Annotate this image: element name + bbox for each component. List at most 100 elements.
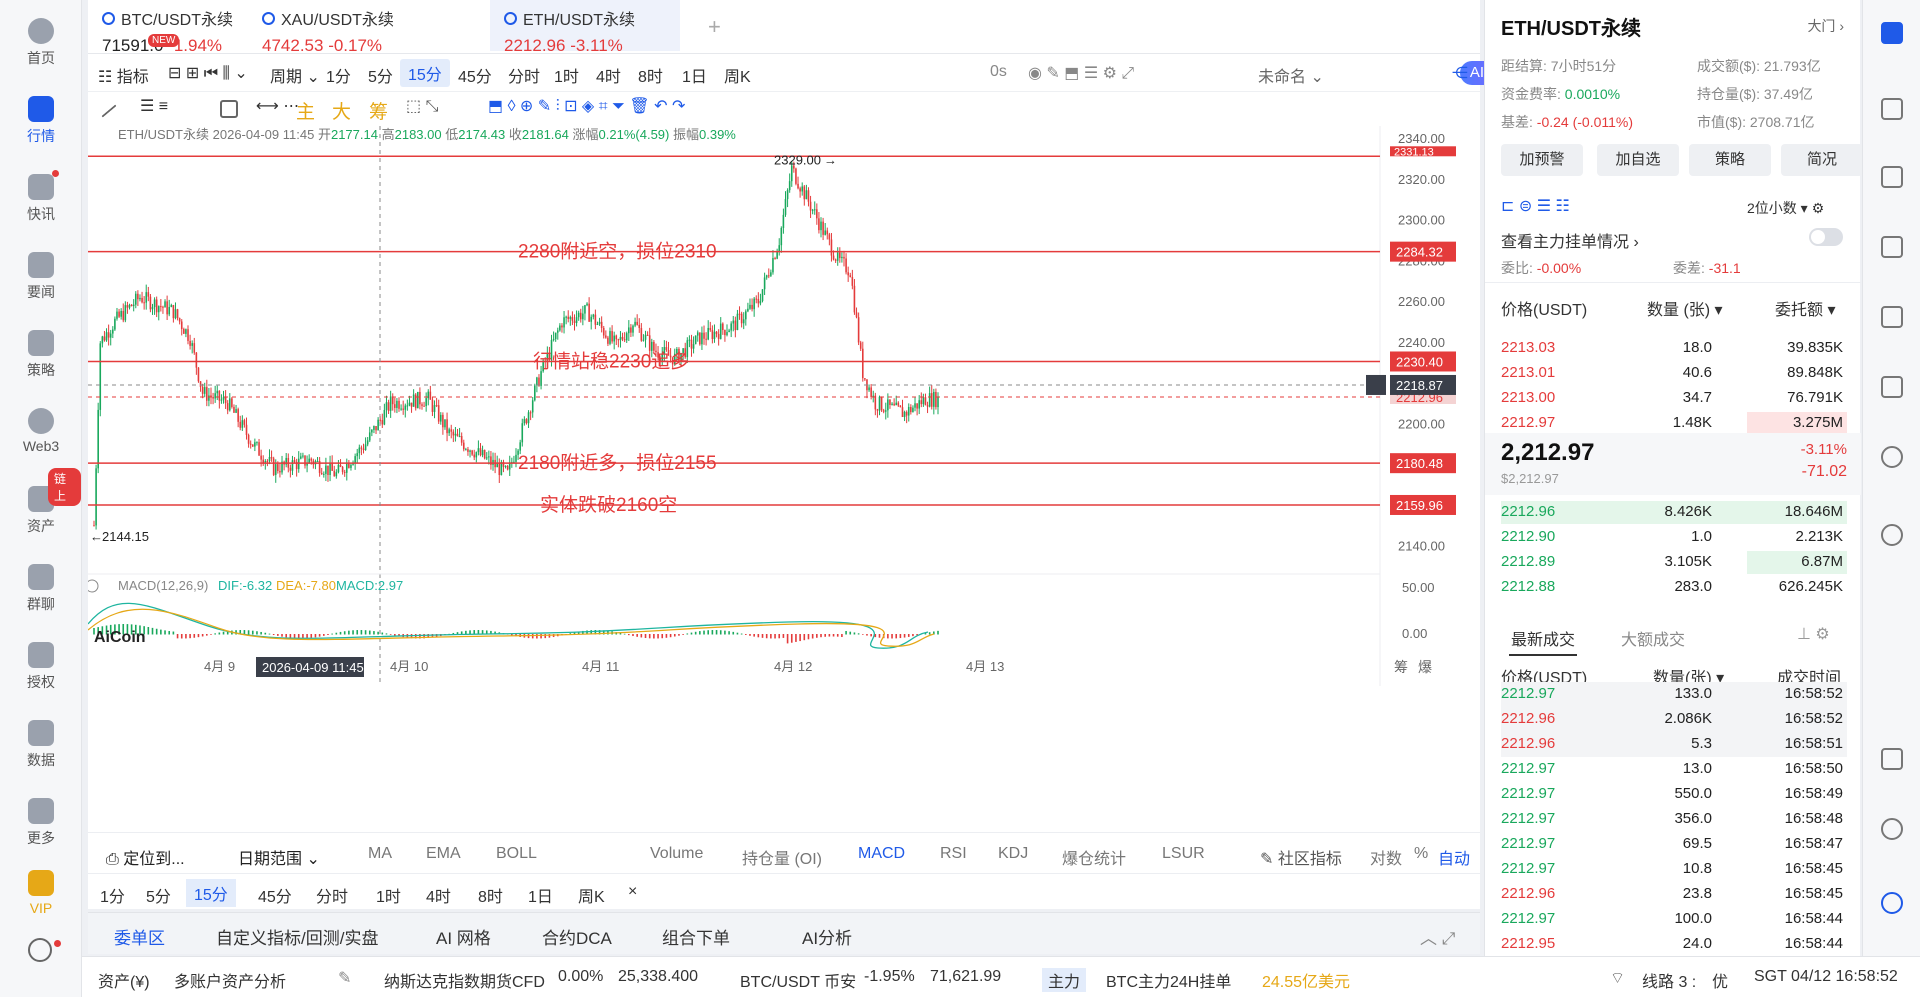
main-orders-toggle[interactable] [1809,228,1843,246]
ob-amount-header[interactable]: 委托额 ▾ [1775,302,1836,319]
date-range-button[interactable]: 日期范围 ⌄ [238,851,320,868]
nav-item-9[interactable]: 数据 [0,710,82,780]
interval-1h[interactable]: 1时 [554,69,579,86]
ind-rsi[interactable]: RSI [940,845,967,862]
headset-icon[interactable] [1881,818,1903,840]
tab-btc[interactable]: BTC/USDT永续 71591.0 -1.94% NEW [88,0,278,55]
indicator-button[interactable]: ☷ 指标 [98,69,149,86]
interval-8h[interactable]: 8时 [638,69,663,86]
ind-volume[interactable]: Volume [650,845,704,862]
interval-1m[interactable]: 1分 [326,69,351,86]
orderbook-mode-icons[interactable]: ⊏ ⊜ ☰ ☷ [1501,198,1570,215]
share-icon[interactable]: ⋲ [1452,65,1468,82]
nav-item-10[interactable]: 更多 [0,788,82,858]
ind-liq[interactable]: 爆仓统计 [1062,851,1127,868]
assistant-icon[interactable] [1881,892,1903,914]
b-interval[interactable]: 5分 [146,889,171,906]
indicator-chips[interactable]: 筹 [369,102,389,123]
chart-line-icon[interactable] [1881,236,1903,258]
b-interval[interactable]: 1分 [100,889,125,906]
bid-row[interactable]: 2212.90 1.0 2.213K [1501,525,1847,550]
ob-qty-header[interactable]: 数量 (张) ▾ [1647,302,1723,319]
tab-dca[interactable]: 合约DCA [542,929,612,948]
nav-item-3[interactable]: 要闻 [0,242,82,312]
interval-4h[interactable]: 4时 [596,69,621,86]
decimals-dropdown[interactable]: 2位小数 ▾ ⚙ [1747,200,1825,216]
measure-icons[interactable]: ⟷ ⋯ [256,98,300,115]
ind-macd[interactable]: MACD [858,845,906,862]
log-toggle[interactable]: 对数 [1370,851,1403,868]
orderbook-panel-icon[interactable] [1881,22,1903,44]
tab-order-area[interactable]: 委单区 [114,924,165,959]
nav-item-7[interactable]: 群聊 [0,554,82,624]
nav-item-1[interactable]: 行情 [0,86,82,156]
line-label[interactable]: 线路 3 : [1642,974,1697,991]
layout-icons[interactable]: ⊟ ⊞ ⏮ ⫼ ⌄ [168,65,248,82]
exchange-link[interactable]: 大门 › [1807,18,1844,34]
ask-row[interactable]: 2212.97 1.48K 3.275M [1501,411,1847,436]
etf-icon[interactable] [1881,376,1903,398]
edit-icon[interactable]: ✎ [338,970,352,987]
b-interval[interactable]: 8时 [478,889,503,906]
multi-account-link[interactable]: 多账户资产分析 [174,974,287,991]
nav-item-11[interactable]: VIP [0,860,82,930]
b-interval[interactable]: 1时 [376,889,401,906]
ask-row[interactable]: 2213.03 18.0 39.835K [1501,336,1847,361]
interval-tick[interactable]: 分时 [508,69,541,86]
locate-button[interactable]: ⎙ 定位到... [106,851,185,868]
bot-icon[interactable] [1881,446,1903,468]
trade-settings-icons[interactable]: ⊥ ⚙ [1797,626,1830,643]
layout-icon[interactable] [1881,748,1903,770]
nav-item-8[interactable]: 授权 [0,632,82,702]
bid-row[interactable]: 2212.88 283.0 626.245K [1501,575,1847,600]
interval-45m[interactable]: 45分 [458,69,492,86]
tab-eth[interactable]: ETH/USDT永续 2212.96 -3.11% [490,0,680,55]
nav-item-4[interactable]: 策略 [0,320,82,390]
b-interval-selected[interactable]: 15分 [186,879,236,907]
tab-xau[interactable]: XAU/USDT永续 4742.53 -0.17% [248,0,438,55]
add-tab-icon[interactable]: + [708,14,721,39]
b-interval[interactable]: 4时 [426,889,451,906]
trendline-icon[interactable] [101,104,117,118]
interval-5m[interactable]: 5分 [368,69,393,86]
document-icon[interactable] [1881,98,1903,120]
indicator-main[interactable]: 主 [296,102,316,123]
b-interval[interactable]: 1日 [528,889,553,906]
refresh-seconds[interactable]: 0s [990,63,1007,80]
strategy-button[interactable]: 策略 [1689,144,1771,176]
btc-24h-label[interactable]: BTC主力24H挂单 [1106,974,1232,991]
overview-button[interactable]: 简况 [1781,144,1863,176]
ind-kdj[interactable]: KDJ [998,845,1029,862]
chart-canvas[interactable]: 2340.002320.002300.002280.002260.002240.… [88,126,1480,832]
annotation-tool-icons[interactable]: ⬒ ◊ ⊕ ✎ ⫶ ⊡ ◈ ⌗ ⏷ 🗑 ↶ ↷ [488,98,686,115]
b-interval[interactable]: 周K [578,889,605,906]
layout-name-dropdown[interactable]: 未命名 ⌄ [1258,69,1324,86]
add-watchlist-button[interactable]: 加自选 [1597,144,1679,176]
ind-oi[interactable]: 持仓量 (OI) [742,851,822,868]
nav-item-5[interactable]: Web3 [0,398,82,468]
tab-latest-trades[interactable]: 最新成交 [1511,626,1575,650]
settings-icon[interactable] [28,938,52,962]
interval-1d[interactable]: 1日 [682,69,707,86]
community-indicator-button[interactable]: ✎ 社区指标 [1260,851,1342,868]
b-interval[interactable]: 45分 [258,889,292,906]
nav-item-2[interactable]: 快讯 [0,164,82,234]
rect-icon[interactable] [220,100,238,118]
collapse-icon[interactable]: ︿ ⤢ [1420,929,1456,948]
indicator-big[interactable]: 大 [332,102,352,123]
close-icon[interactable]: × [628,883,638,900]
b-interval[interactable]: 分时 [316,889,349,906]
tab-custom-indicator[interactable]: 自定义指标/回测/实盘 [216,929,379,948]
ind-ema[interactable]: EMA [426,845,461,862]
tab-ai-grid[interactable]: AI 网格 [436,929,491,948]
crosshair-plus-icon[interactable] [1366,374,1386,395]
price-chart[interactable]: 2340.002320.002300.002280.002260.002240.… [88,126,1480,832]
nasdaq-label[interactable]: 纳斯达克指数期货CFD [384,974,545,991]
view-main-orders[interactable]: 查看主力挂单情况 › [1501,234,1639,251]
tab-combo-order[interactable]: 组合下单 [662,929,730,948]
hline-icons[interactable]: ☰ ≡ [140,98,169,115]
ind-lsur[interactable]: LSUR [1162,845,1205,862]
btc-binance-label[interactable]: BTC/USDT 币安 [740,974,857,991]
ind-boll[interactable]: BOLL [496,845,537,862]
collapse-circle-icon[interactable] [88,579,99,593]
